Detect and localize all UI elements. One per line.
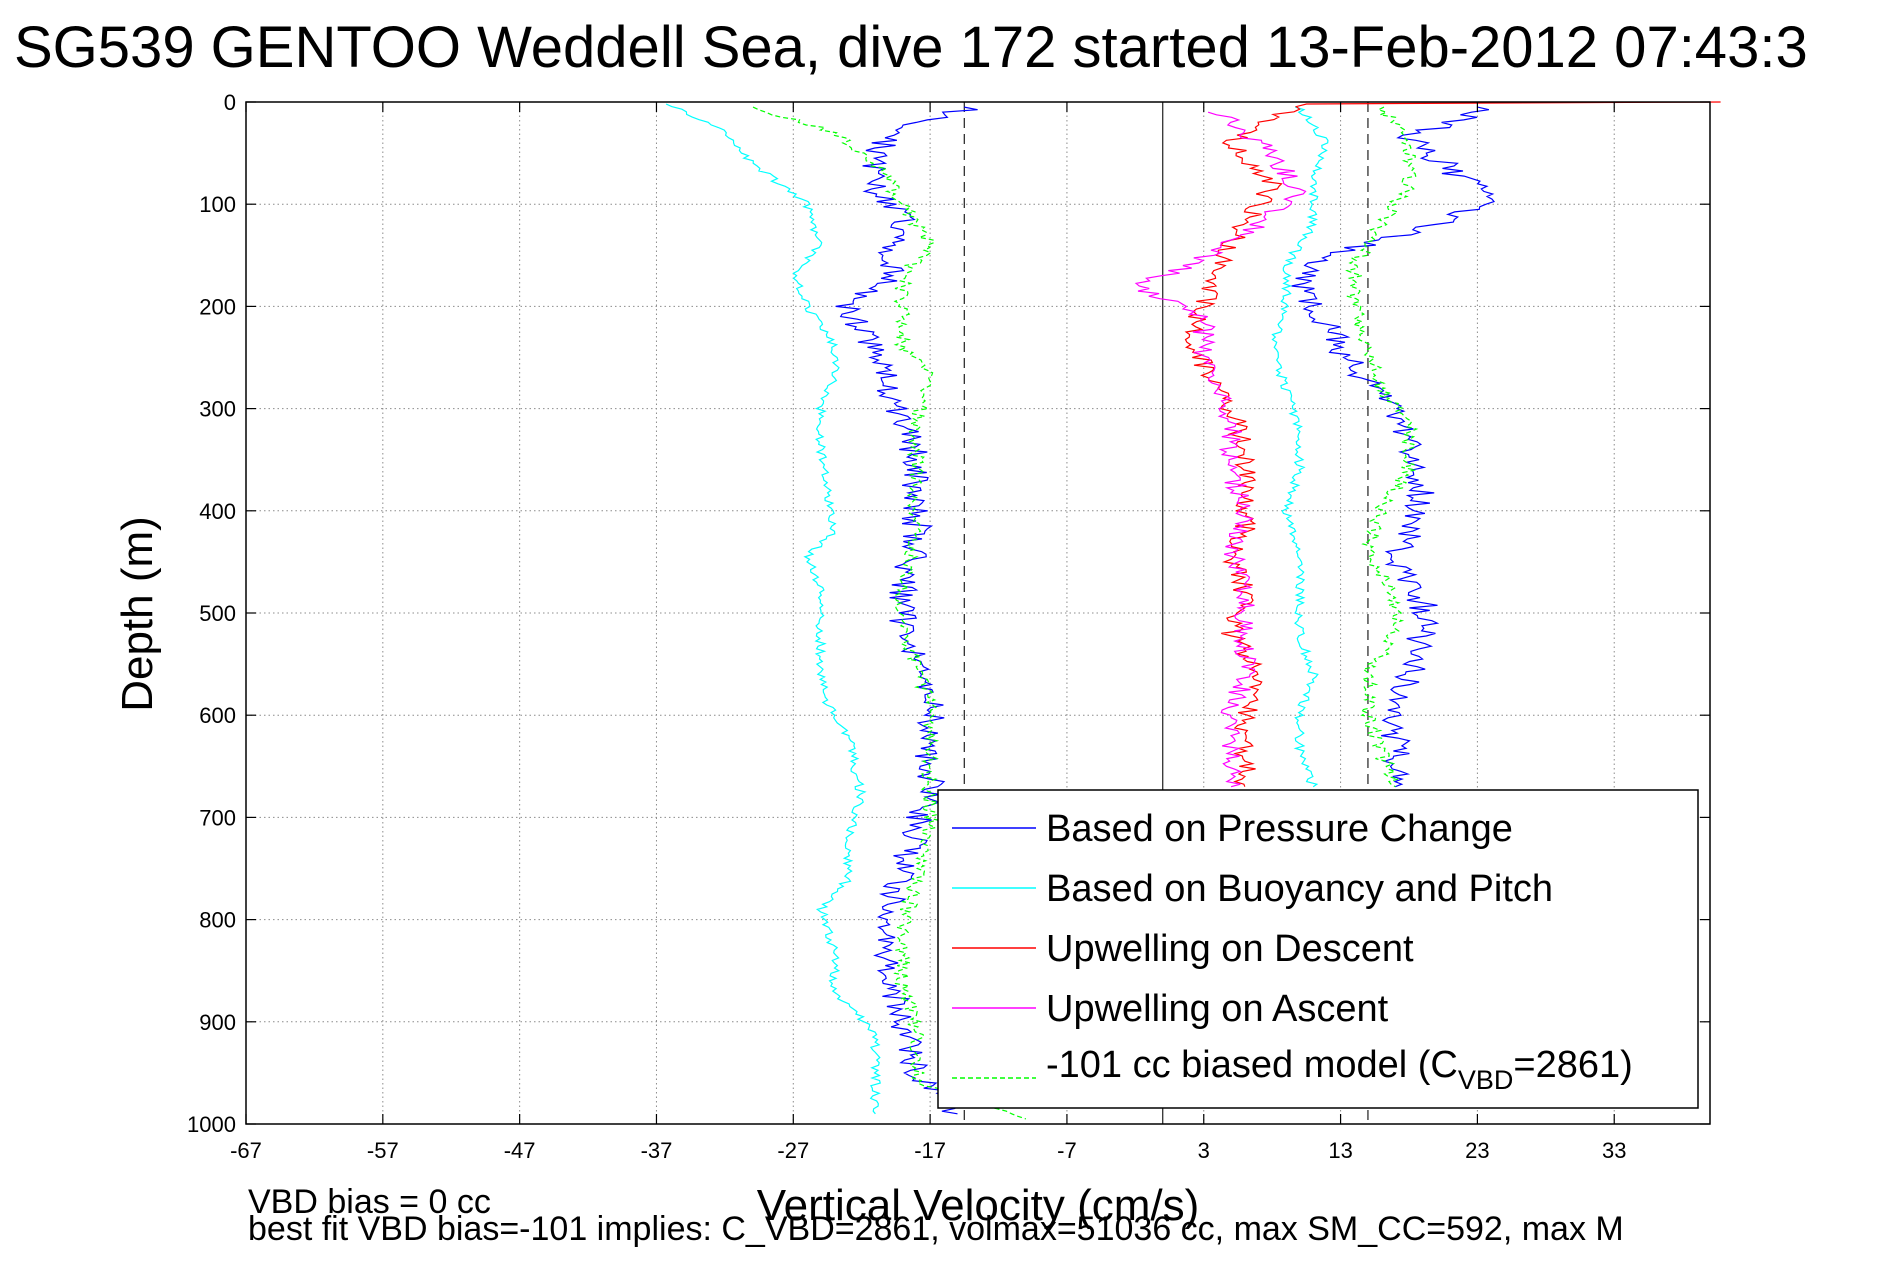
- y-tick-label: 100: [199, 192, 236, 217]
- series-pressure-line: [835, 106, 978, 1115]
- series-model-line: [1345, 106, 1419, 788]
- x-tick-label: 3: [1198, 1138, 1210, 1163]
- x-tick-label: -67: [230, 1138, 262, 1163]
- x-tick-label: -7: [1057, 1138, 1077, 1163]
- series-model-line: [752, 106, 1027, 1120]
- y-tick-label: 0: [224, 90, 236, 115]
- y-tick-label: 1000: [187, 1112, 236, 1137]
- series-descent-line: [1184, 101, 1721, 787]
- y-axis-ticks: 0 100 200 300 400 500 600 700 800 900 1000: [187, 90, 1710, 1137]
- series-ascent-line: [1134, 111, 1307, 788]
- x-tick-label: -17: [914, 1138, 946, 1163]
- legend-label-pressure: Based on Pressure Change: [1046, 808, 1513, 850]
- legend-label-descent: Upwelling on Descent: [1046, 928, 1414, 970]
- y-tick-label: 700: [199, 805, 236, 830]
- y-tick-label: 800: [199, 908, 236, 933]
- y-tick-label: 500: [199, 601, 236, 626]
- y-tick-label: 900: [199, 1010, 236, 1035]
- x-tick-label: 13: [1328, 1138, 1352, 1163]
- y-axis-label: Depth (m): [113, 516, 162, 712]
- y-tick-label: 400: [199, 499, 236, 524]
- x-tick-label: 33: [1602, 1138, 1626, 1163]
- footer-vbd-bias: VBD bias = 0 cc: [248, 1183, 491, 1221]
- x-tick-label: -57: [367, 1138, 399, 1163]
- legend: Based on Pressure Change Based on Buoyanc…: [937, 789, 1699, 1109]
- y-tick-label: 600: [199, 703, 236, 728]
- legend-label-buoyancy: Based on Buoyancy and Pitch: [1046, 868, 1553, 910]
- x-tick-label: 23: [1465, 1138, 1489, 1163]
- x-tick-label: -27: [777, 1138, 809, 1163]
- chart-title: SG539 GENTOO Weddell Sea, dive 172 start…: [14, 15, 1808, 80]
- legend-label-model: -101 cc biased model (CVBD=2861): [1046, 1044, 1633, 1095]
- series-pressure-line: [1291, 106, 1496, 788]
- y-tick-label: 300: [199, 397, 236, 422]
- footer-best-fit: best fit VBD bias=-101 implies: C_VBD=28…: [248, 1210, 1624, 1248]
- series-buoyancy-line: [1271, 106, 1329, 788]
- x-axis-label: Vertical Velocity (cm/s): [757, 1181, 1200, 1230]
- legend-label-ascent: Upwelling on Ascent: [1046, 988, 1389, 1030]
- x-tick-label: -47: [504, 1138, 536, 1163]
- series-lines: [665, 101, 1721, 1120]
- series-buoyancy-line: [665, 103, 882, 1115]
- x-tick-label: -37: [641, 1138, 673, 1163]
- x-axis-ticks: -67 -57 -47 -37 -27 -17 -7 3 13 23 33: [230, 102, 1626, 1163]
- y-tick-label: 200: [199, 294, 236, 319]
- legend-box: [937, 789, 1699, 1109]
- legend-entries: Based on Pressure Change Based on Buoyanc…: [952, 808, 1633, 1095]
